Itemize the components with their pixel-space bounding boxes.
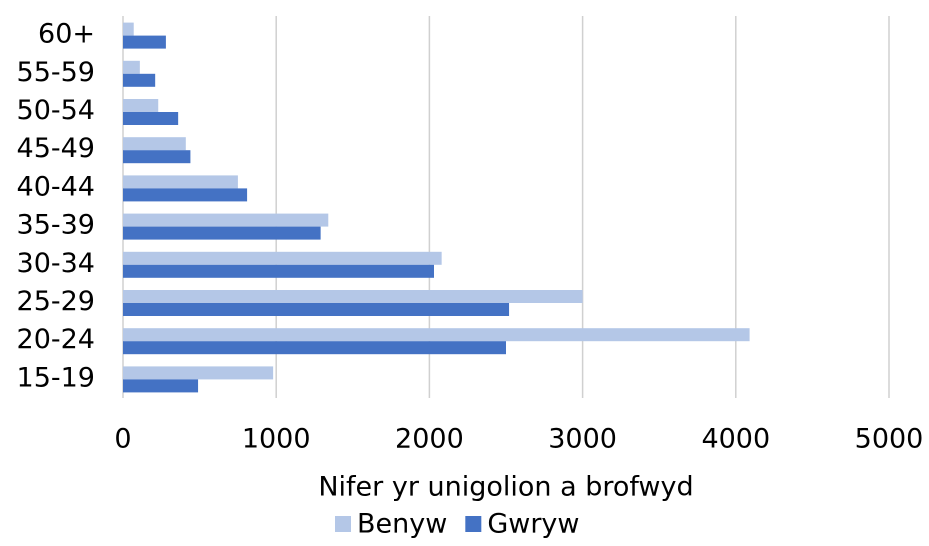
bar	[123, 112, 179, 125]
bar	[123, 264, 434, 278]
x-tick-label: 2000	[395, 424, 464, 455]
y-tick-label: 40-44	[17, 171, 95, 202]
y-tick-label: 30-34	[17, 248, 95, 279]
bar	[123, 379, 199, 393]
x-tick-label: 3000	[548, 424, 617, 455]
y-tick-label: 60+	[38, 19, 95, 50]
y-tick-label: 20-24	[17, 324, 95, 355]
legend-swatch	[465, 516, 482, 532]
bar	[123, 213, 329, 227]
y-tick-label: 15-19	[17, 362, 95, 393]
y-tick-label: 55-59	[17, 57, 95, 88]
bar	[123, 175, 238, 189]
y-tick-label: 35-39	[17, 210, 95, 241]
x-tick-label: 5000	[855, 424, 924, 455]
legend-label: Gwryw	[487, 509, 579, 540]
bar	[123, 328, 750, 342]
bar	[123, 188, 248, 202]
bar	[123, 303, 510, 316]
bar	[123, 60, 140, 74]
bar	[123, 73, 156, 87]
bar	[123, 137, 186, 151]
bar	[123, 341, 506, 355]
x-axis-title: Nifer yr unigolion a brofwyd	[318, 472, 693, 503]
bar	[123, 366, 274, 380]
bar	[123, 290, 583, 303]
y-tick-label: 45-49	[17, 133, 95, 164]
bar	[123, 35, 166, 49]
legend-swatch	[335, 516, 351, 532]
bar	[123, 150, 191, 164]
y-tick-label: 50-54	[17, 95, 95, 126]
bar	[123, 99, 159, 112]
x-tick-label: 1000	[242, 424, 311, 455]
bar	[123, 226, 321, 240]
legend-label: Benyw	[357, 509, 447, 540]
x-tick-label: 0	[114, 424, 131, 455]
bar	[123, 22, 134, 36]
x-tick-label: 4000	[701, 424, 770, 455]
bar	[123, 251, 442, 265]
y-tick-label: 25-29	[17, 286, 95, 317]
